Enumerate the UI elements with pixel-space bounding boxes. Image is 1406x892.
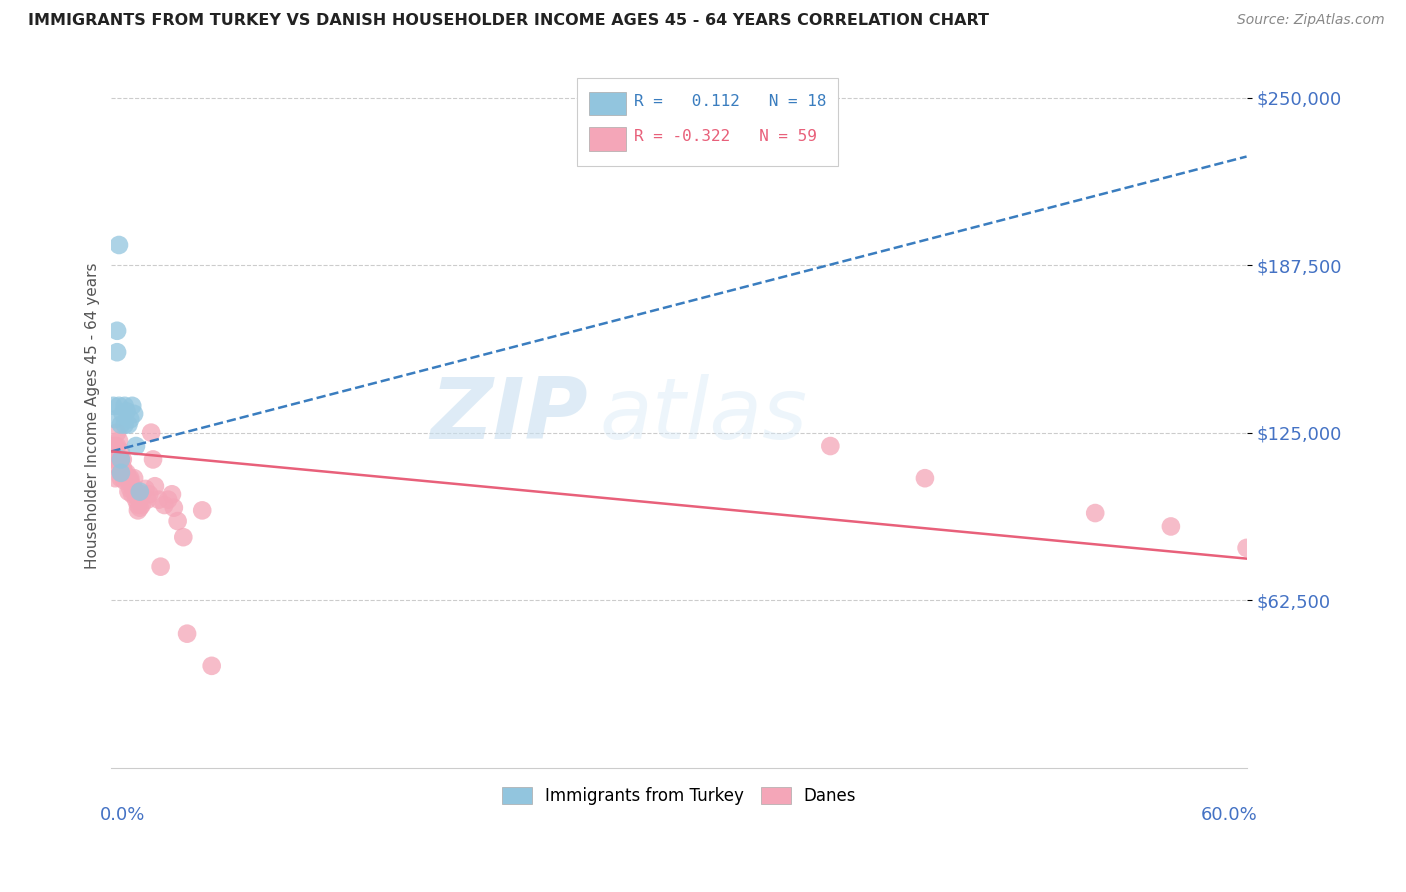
Point bbox=[134, 482, 156, 496]
Point bbox=[149, 559, 172, 574]
Point bbox=[136, 492, 159, 507]
Point bbox=[131, 498, 153, 512]
Point bbox=[117, 484, 139, 499]
Point bbox=[104, 412, 127, 426]
Point bbox=[104, 439, 127, 453]
Point bbox=[128, 500, 150, 515]
Point bbox=[157, 492, 180, 507]
Text: R = -0.322   N = 59: R = -0.322 N = 59 bbox=[634, 129, 817, 144]
Point bbox=[110, 471, 132, 485]
Point bbox=[111, 452, 134, 467]
Point bbox=[125, 492, 148, 507]
Point bbox=[143, 479, 166, 493]
Point bbox=[127, 503, 149, 517]
Point bbox=[103, 439, 125, 453]
Point bbox=[110, 466, 132, 480]
Point bbox=[166, 514, 188, 528]
Point bbox=[114, 466, 136, 480]
Point bbox=[127, 498, 149, 512]
Y-axis label: Householder Income Ages 45 - 64 years: Householder Income Ages 45 - 64 years bbox=[86, 262, 100, 569]
Point bbox=[914, 471, 936, 485]
Point bbox=[122, 407, 145, 421]
Point bbox=[108, 452, 131, 467]
Point bbox=[125, 487, 148, 501]
Point bbox=[1236, 541, 1258, 555]
Point bbox=[121, 479, 143, 493]
Point bbox=[122, 482, 145, 496]
Point bbox=[115, 471, 138, 485]
FancyBboxPatch shape bbox=[589, 127, 626, 151]
Text: ZIP: ZIP bbox=[430, 375, 588, 458]
Point bbox=[131, 487, 153, 501]
Point bbox=[121, 487, 143, 501]
Point bbox=[148, 492, 170, 507]
Point bbox=[176, 626, 198, 640]
Point bbox=[122, 471, 145, 485]
Point bbox=[120, 474, 142, 488]
Point bbox=[111, 460, 134, 475]
Point bbox=[120, 482, 142, 496]
Point bbox=[120, 471, 142, 485]
Point bbox=[108, 460, 131, 475]
Point bbox=[160, 487, 183, 501]
Point bbox=[105, 452, 128, 467]
Point bbox=[108, 399, 131, 413]
Point bbox=[108, 434, 131, 448]
Point bbox=[110, 417, 132, 432]
Point bbox=[153, 498, 176, 512]
Point bbox=[110, 444, 132, 458]
Point bbox=[1084, 506, 1107, 520]
Point bbox=[125, 439, 148, 453]
Point bbox=[117, 417, 139, 432]
Point bbox=[121, 399, 143, 413]
Text: Source: ZipAtlas.com: Source: ZipAtlas.com bbox=[1237, 13, 1385, 28]
Point bbox=[1160, 519, 1182, 533]
Point bbox=[108, 238, 131, 252]
Point bbox=[117, 471, 139, 485]
Point bbox=[163, 500, 186, 515]
Point bbox=[139, 425, 162, 440]
Point bbox=[111, 407, 134, 421]
Point bbox=[820, 439, 842, 453]
Point bbox=[128, 492, 150, 507]
Point bbox=[191, 503, 214, 517]
FancyBboxPatch shape bbox=[576, 78, 838, 166]
Legend: Immigrants from Turkey, Danes: Immigrants from Turkey, Danes bbox=[495, 780, 863, 812]
Point bbox=[201, 658, 224, 673]
Point bbox=[105, 439, 128, 453]
Point bbox=[120, 412, 142, 426]
Point bbox=[128, 484, 150, 499]
Point bbox=[115, 466, 138, 480]
Text: atlas: atlas bbox=[599, 375, 807, 458]
Point bbox=[103, 452, 125, 467]
Point bbox=[105, 425, 128, 440]
Point bbox=[114, 417, 136, 432]
Point bbox=[110, 452, 132, 467]
Text: 0.0%: 0.0% bbox=[100, 806, 145, 824]
Text: R =   0.112   N = 18: R = 0.112 N = 18 bbox=[634, 94, 827, 109]
Point bbox=[103, 399, 125, 413]
Point bbox=[172, 530, 194, 544]
Text: IMMIGRANTS FROM TURKEY VS DANISH HOUSEHOLDER INCOME AGES 45 - 64 YEARS CORRELATI: IMMIGRANTS FROM TURKEY VS DANISH HOUSEHO… bbox=[28, 13, 988, 29]
Text: 60.0%: 60.0% bbox=[1201, 806, 1258, 824]
Point bbox=[105, 324, 128, 338]
Point bbox=[114, 399, 136, 413]
Point bbox=[142, 452, 165, 467]
Point bbox=[110, 466, 132, 480]
Point bbox=[104, 471, 127, 485]
Point bbox=[114, 474, 136, 488]
Point bbox=[115, 404, 138, 418]
Point bbox=[110, 452, 132, 467]
FancyBboxPatch shape bbox=[589, 92, 626, 115]
Point bbox=[138, 487, 160, 501]
Point bbox=[105, 345, 128, 359]
